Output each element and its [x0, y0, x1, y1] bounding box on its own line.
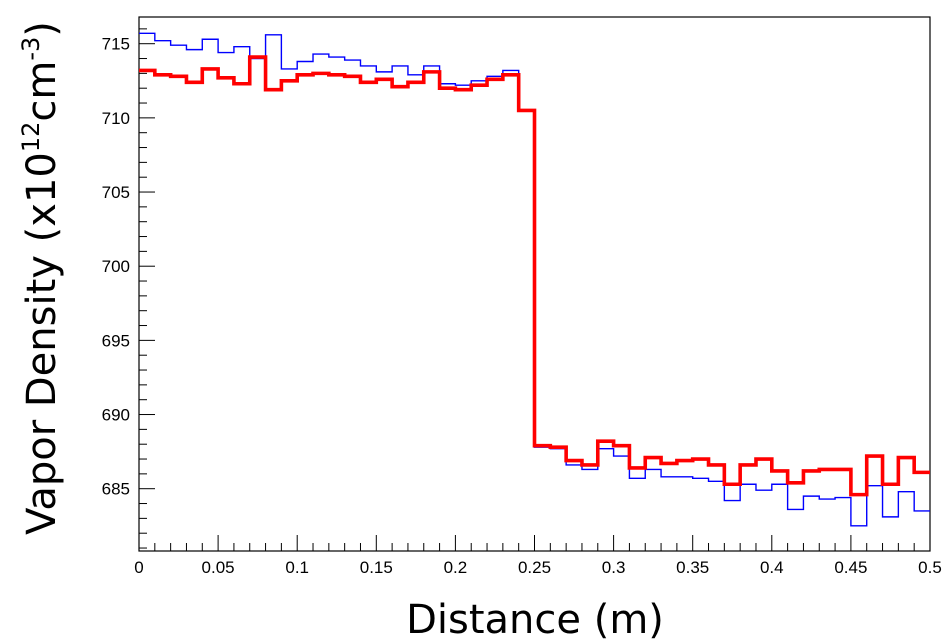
x-tick-label: 0.1	[285, 558, 309, 577]
y-tick-label: 705	[102, 183, 130, 202]
x-tick-label: 0.15	[360, 558, 393, 577]
y-tick-label: 685	[102, 480, 130, 499]
y-axis: 685 690 695 700 705 710 715	[102, 28, 155, 549]
x-tick-label: 0.25	[518, 558, 551, 577]
y-tick-label: 690	[102, 406, 130, 425]
x-axis: 0 0.05 0.1 0.15 0.2 0.25 0.3 0.35 0.4 0.45 0.5	[134, 535, 942, 577]
x-tick-label: 0.3	[602, 558, 626, 577]
x-tick-label: 0.5	[918, 558, 942, 577]
x-tick-label: 0	[134, 558, 143, 577]
series-layer	[139, 32, 930, 527]
y-axis-title-mid: cm	[19, 61, 65, 122]
x-tick-label: 0.2	[444, 558, 468, 577]
y-tick-label: 710	[102, 109, 130, 128]
x-tick-label: 0.05	[202, 558, 235, 577]
y-tick-label: 700	[102, 257, 130, 276]
y-tick-label: 695	[102, 331, 130, 350]
y-axis-title: Vapor Density (x1012cm-3)	[17, 21, 65, 535]
y-axis-title-end: )	[19, 21, 65, 37]
y-tick-label: 715	[102, 35, 130, 54]
y-axis-title-base: Vapor Density (x10	[19, 152, 65, 535]
y-axis-title-exp2: -3	[17, 37, 45, 61]
x-tick-label: 0.45	[834, 558, 867, 577]
x-tick-label: 0.35	[676, 558, 709, 577]
x-tick-label: 0.4	[760, 558, 784, 577]
x-axis-title: Distance (m)	[406, 597, 664, 643]
series-line-red	[139, 55, 930, 497]
y-axis-title-exp1: 12	[17, 122, 45, 153]
